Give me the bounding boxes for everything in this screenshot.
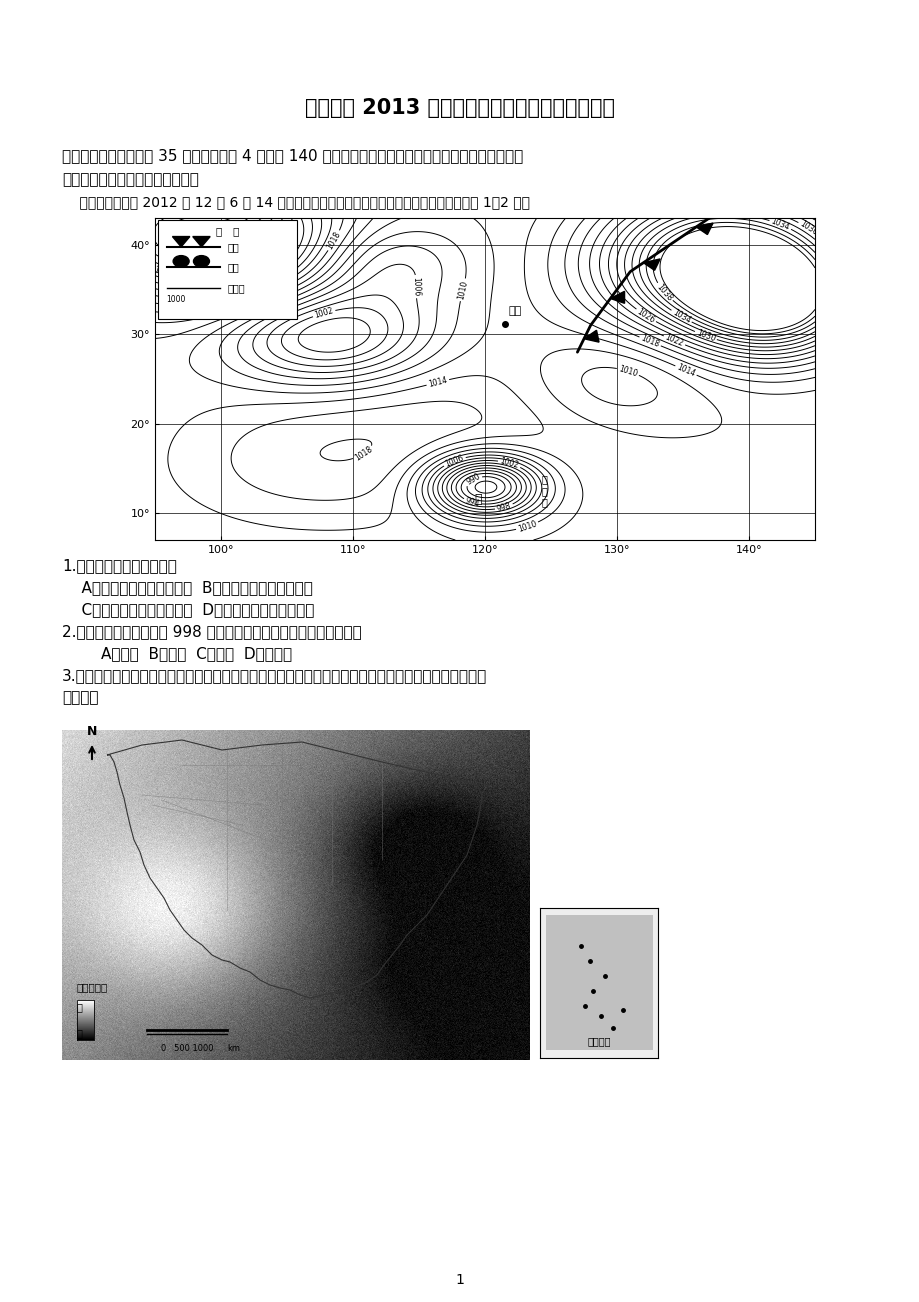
Text: A．干旱  B．洪涝  C．寒潮  D．沙尘暴: A．干旱 B．洪涝 C．寒潮 D．沙尘暴 [62, 646, 292, 661]
Text: 等压线: 等压线 [227, 283, 245, 293]
Text: 要因素是: 要因素是 [62, 690, 98, 704]
Text: 暖锋: 暖锋 [227, 263, 239, 272]
Text: A．受台风影响，狂风暴雨  B．受冷锋影响，寒冷大风: A．受台风影响，狂风暴雨 B．受冷锋影响，寒冷大风 [62, 579, 312, 595]
Text: 1006: 1006 [443, 453, 465, 469]
Text: 1034: 1034 [221, 259, 242, 272]
Text: 上海: 上海 [508, 306, 521, 316]
Text: 1018: 1018 [639, 333, 660, 349]
Text: 1038: 1038 [177, 245, 199, 259]
Text: 990: 990 [464, 471, 482, 487]
Text: 1.此时，上海的天气状况为: 1.此时，上海的天气状况为 [62, 559, 176, 573]
Text: 1010: 1010 [456, 280, 469, 301]
Text: 1002: 1002 [498, 457, 519, 470]
Text: 小: 小 [77, 1003, 83, 1012]
Text: 0   500 1000: 0 500 1000 [161, 1044, 213, 1053]
Text: 994: 994 [464, 496, 481, 509]
Text: 菲
律
宾: 菲 律 宾 [541, 474, 547, 508]
Circle shape [193, 255, 210, 267]
Text: 1: 1 [455, 1273, 464, 1286]
Text: 1000: 1000 [166, 296, 186, 305]
Text: 一、选择题：本题包括 35 小题，每小题 4 分，共 140 分。每小题给出的四个选项中，只有一个选项符合: 一、选择题：本题包括 35 小题，每小题 4 分，共 140 分。每小题给出的四… [62, 148, 523, 163]
Polygon shape [642, 259, 660, 271]
Text: 甲: 甲 [474, 493, 482, 506]
Text: 1010: 1010 [617, 365, 638, 379]
Polygon shape [609, 292, 624, 303]
Text: C．受暖锋影响，阴雨连绵  D．受高压影响，晴朗干燥: C．受暖锋影响，阴雨连绵 D．受高压影响，晴朗干燥 [62, 602, 314, 617]
Text: 大气透明度: 大气透明度 [77, 982, 108, 992]
Text: 1026: 1026 [248, 270, 269, 285]
Text: 1030: 1030 [153, 264, 174, 280]
Text: 1022: 1022 [210, 290, 231, 302]
Polygon shape [172, 237, 189, 247]
Text: 题目要求。多选、错选均不得分。: 题目要求。多选、错选均不得分。 [62, 172, 199, 187]
Text: 下图是亚洲东部 2012 年 12 月 6 日 14 时的海平面等压线（单位：百帕）天气图。读图，完成 1～2 题。: 下图是亚洲东部 2012 年 12 月 6 日 14 时的海平面等压线（单位：百… [62, 195, 529, 210]
Text: 1002: 1002 [313, 306, 335, 320]
Text: 1018: 1018 [325, 230, 343, 251]
Polygon shape [696, 223, 712, 234]
Text: 1026: 1026 [635, 307, 656, 324]
Circle shape [173, 255, 189, 267]
Text: 1010: 1010 [516, 519, 538, 534]
Text: 江门一中 2013 届高三年级调研测试文科综合试题: 江门一中 2013 届高三年级调研测试文科综合试题 [305, 98, 614, 118]
Text: 冷锋: 冷锋 [227, 242, 239, 251]
Text: 1018: 1018 [353, 445, 373, 462]
Text: 1014: 1014 [675, 362, 696, 379]
Polygon shape [193, 237, 210, 247]
Text: 图   例: 图 例 [216, 227, 239, 236]
Text: 3.大气透明度是指太阳辐射透过大气的程度。读我国大气透明度空间分布示意图，影响其分布差异的最主: 3.大气透明度是指太阳辐射透过大气的程度。读我国大气透明度空间分布示意图，影响其… [62, 668, 487, 684]
Text: 大: 大 [77, 1029, 83, 1038]
Text: 1014: 1014 [248, 298, 269, 312]
Text: 2.甲天气系统中心气压为 998 百帕，它对菲律宾造成的灾害最可能是: 2.甲天气系统中心气压为 998 百帕，它对菲律宾造成的灾害最可能是 [62, 624, 361, 639]
Text: 南海诸岛: 南海诸岛 [586, 1036, 610, 1046]
Text: 1022: 1022 [664, 333, 685, 349]
Text: 1030: 1030 [695, 328, 716, 344]
Text: 1034: 1034 [670, 307, 691, 326]
Text: N: N [86, 725, 97, 738]
Text: 1030: 1030 [797, 220, 818, 237]
Text: 1034: 1034 [769, 216, 790, 232]
Text: 998: 998 [495, 501, 512, 513]
Text: 1006: 1006 [411, 277, 421, 297]
Text: km: km [227, 1044, 240, 1053]
Text: 1014: 1014 [427, 376, 448, 389]
Polygon shape [584, 331, 598, 342]
Text: 1038: 1038 [654, 283, 674, 302]
